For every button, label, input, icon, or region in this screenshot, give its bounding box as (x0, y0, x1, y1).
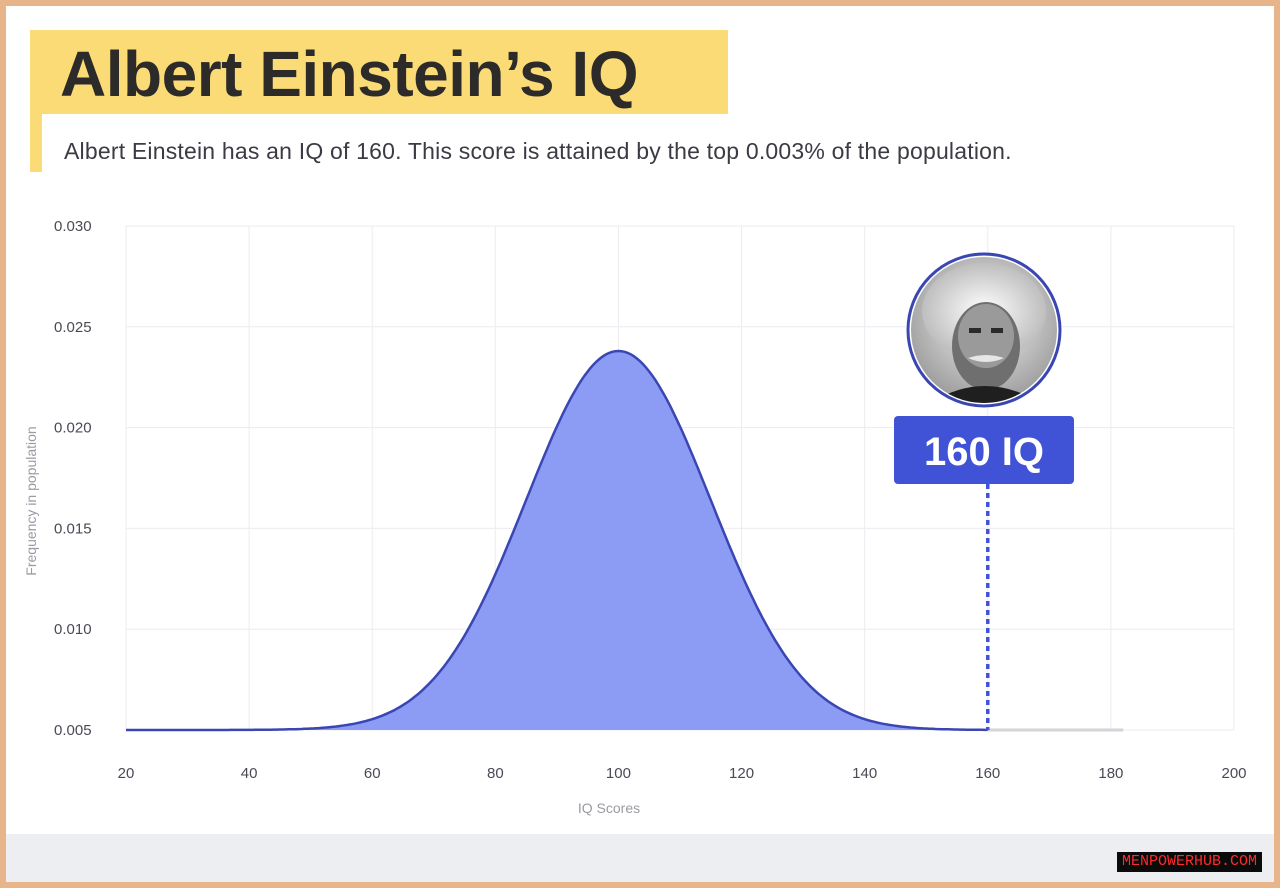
iq-distribution-chart: 0.005 0.010 0.015 0.020 0.025 0.030 20 40 60 80 10… (23, 218, 1247, 816)
x-tick-label: 100 (606, 765, 631, 782)
footer-band (6, 834, 1274, 882)
x-tick-label: 80 (487, 765, 504, 782)
x-tick-label: 20 (118, 765, 135, 782)
iq-marker-label: 160 IQ (924, 430, 1044, 474)
y-tick-label: 0.020 (54, 420, 92, 437)
x-axis-title: IQ Scores (578, 800, 640, 816)
x-tick-label: 160 (975, 765, 1000, 782)
y-tick-label: 0.025 (54, 319, 92, 336)
watermark: MENPOWERHUB.COM (1116, 852, 1262, 872)
title-accent-bar (30, 114, 42, 172)
tick-labels: 0.005 0.010 0.015 0.020 0.025 0.030 20 40 60 80 10… (54, 218, 1247, 782)
y-axis-title: Frequency in population (23, 426, 39, 575)
distribution-area (126, 351, 988, 730)
x-tick-label: 40 (241, 765, 258, 782)
subtitle: Albert Einstein has an IQ of 160. This s… (64, 138, 1012, 164)
y-tick-label: 0.030 (54, 218, 92, 235)
title-highlight (30, 30, 728, 114)
x-tick-label: 180 (1098, 765, 1123, 782)
y-tick-label: 0.015 (54, 520, 92, 537)
infographic: Albert Einstein’s IQ Albert Einstein has… (6, 6, 1274, 882)
einstein-avatar (906, 252, 1062, 408)
x-tick-label: 120 (729, 765, 754, 782)
x-tick-label: 140 (852, 765, 877, 782)
x-tick-label: 200 (1221, 765, 1246, 782)
distribution-curve (126, 349, 1124, 732)
x-tick-label: 60 (364, 765, 381, 782)
y-tick-label: 0.005 (54, 722, 92, 739)
page-title: Albert Einstein’s IQ (60, 38, 638, 110)
distribution-line (126, 349, 988, 732)
iq-marker-callout: 160 IQ (894, 416, 1074, 484)
y-tick-label: 0.010 (54, 621, 92, 638)
